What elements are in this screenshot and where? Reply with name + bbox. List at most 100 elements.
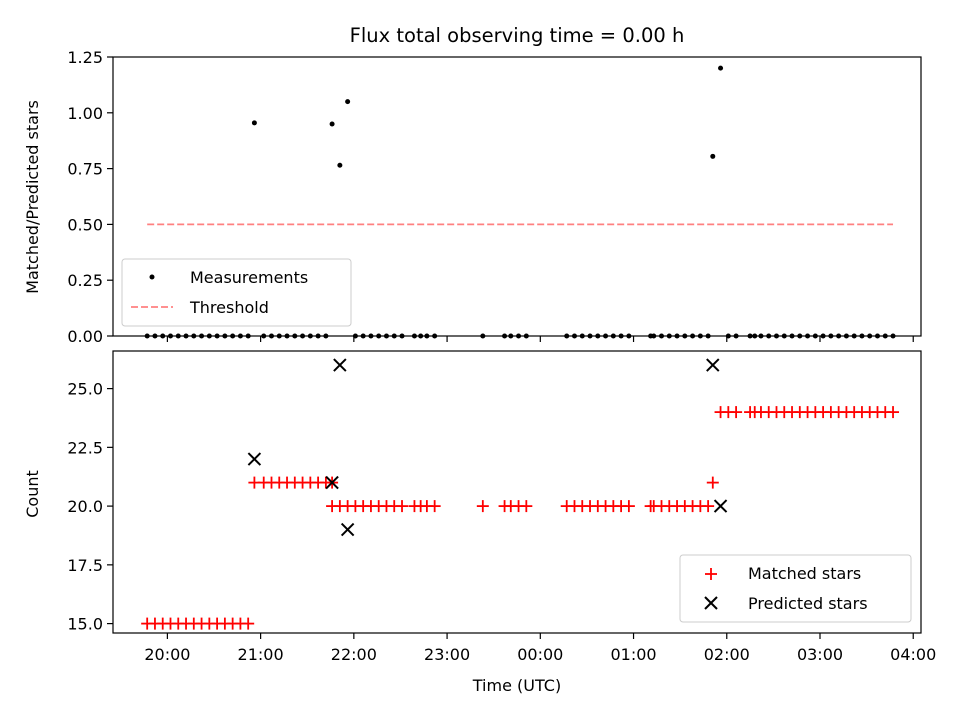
x-stroke-2 xyxy=(706,358,720,372)
x-tick-label: 02:00 xyxy=(704,645,750,664)
legend-measurements-marker xyxy=(149,274,155,280)
measurement-point xyxy=(307,333,313,339)
legend-threshold-label: Threshold xyxy=(189,298,269,317)
legend-matched-marker xyxy=(705,568,717,580)
measurement-point xyxy=(890,333,896,339)
top-y-ticks: 0.00 0.25 0.50 0.75 1.00 1.25 xyxy=(67,48,113,346)
measurement-point xyxy=(820,333,826,339)
measurement-point xyxy=(191,333,197,339)
top-y-tick-label: 1.00 xyxy=(67,104,103,123)
measurement-point xyxy=(603,333,609,339)
measurement-point xyxy=(733,333,739,339)
measurement-point xyxy=(399,333,405,339)
measurement-point xyxy=(214,333,220,339)
top-y-tick-label: 0.75 xyxy=(67,160,103,179)
measurement-point xyxy=(690,333,696,339)
bottom-y-ticks: 15.0 17.5 20.0 22.5 25.0 xyxy=(67,380,113,634)
measurement-point xyxy=(867,333,873,339)
measurement-point xyxy=(836,333,842,339)
measurement-point xyxy=(206,333,212,339)
measurement-point xyxy=(502,333,508,339)
measurement-point xyxy=(284,333,290,339)
top-legend-box xyxy=(121,258,352,327)
bottom-y-tick-label: 17.5 xyxy=(67,556,103,575)
measurement-point xyxy=(360,333,366,339)
measurement-point xyxy=(697,333,703,339)
bottom-y-tick-label: 22.5 xyxy=(67,438,103,457)
measurement-point xyxy=(199,333,205,339)
matched-stars-point xyxy=(428,500,441,513)
measurement-point xyxy=(323,333,329,339)
matched-stars-point xyxy=(706,476,719,489)
measurement-point xyxy=(183,333,189,339)
measurement-point xyxy=(579,333,585,339)
matched-stars-point xyxy=(242,617,255,630)
measurement-point xyxy=(300,333,306,339)
measurement-point xyxy=(268,333,274,339)
measurement-point xyxy=(651,333,657,339)
measurement-point xyxy=(337,162,343,168)
measurement-point xyxy=(411,333,417,339)
measurement-point xyxy=(618,333,624,339)
measurement-point xyxy=(292,333,298,339)
measurement-point xyxy=(766,333,772,339)
matched-stars-point xyxy=(730,406,743,419)
matched-stars-point xyxy=(622,500,635,513)
measurement-point xyxy=(758,333,764,339)
measurement-point xyxy=(859,333,865,339)
bottom-y-axis-label: Count xyxy=(23,470,42,518)
measurement-point xyxy=(276,333,282,339)
x-tick-label: 20:00 xyxy=(144,645,190,664)
top-y-tick-label: 0.50 xyxy=(67,215,103,234)
top-series xyxy=(144,65,896,339)
measurement-point xyxy=(587,333,593,339)
matched-stars-point xyxy=(520,500,533,513)
measurement-point xyxy=(882,333,888,339)
measurement-point xyxy=(251,120,257,126)
measurement-point xyxy=(352,333,358,339)
measurement-point xyxy=(674,333,680,339)
x-tick-label: 01:00 xyxy=(610,645,656,664)
measurement-point xyxy=(747,333,753,339)
measurement-point xyxy=(626,333,632,339)
measurement-point xyxy=(245,333,251,339)
top-y-tick-label: 0.25 xyxy=(67,271,103,290)
measurement-point xyxy=(167,333,173,339)
measurement-point xyxy=(773,333,779,339)
measurement-point xyxy=(432,333,438,339)
x-stroke-2 xyxy=(713,499,728,513)
predicted-stars-point xyxy=(340,522,355,537)
measurement-point xyxy=(523,333,529,339)
measurement-point xyxy=(480,333,486,339)
measurement-point xyxy=(160,333,166,339)
top-y-axis-label: Matched/Predicted stars xyxy=(23,100,42,294)
predicted-stars-point xyxy=(333,358,347,372)
matched-stars-point xyxy=(887,406,900,419)
measurement-point xyxy=(383,333,389,339)
measurement-point xyxy=(368,333,374,339)
predicted-stars-point xyxy=(706,358,720,372)
top-legend: Measurements Threshold xyxy=(121,258,352,327)
legend-matched-label: Matched stars xyxy=(748,564,861,583)
bottom-y-tick-label: 15.0 xyxy=(67,615,103,634)
measurement-point xyxy=(595,333,601,339)
measurement-point xyxy=(610,333,616,339)
x-tick-label: 22:00 xyxy=(331,645,377,664)
predicted-stars-point xyxy=(325,475,339,490)
measurement-point xyxy=(261,333,267,339)
x-tick-label: 03:00 xyxy=(797,645,843,664)
measurement-point xyxy=(175,333,181,339)
measurement-point xyxy=(666,333,672,339)
measurement-point xyxy=(418,333,424,339)
measurement-point xyxy=(710,153,716,159)
legend-measurements-label: Measurements xyxy=(190,268,308,287)
measurement-point xyxy=(571,333,577,339)
measurement-point xyxy=(725,333,731,339)
measurement-point xyxy=(828,333,834,339)
x-stroke-2 xyxy=(340,522,355,537)
top-y-tick-label: 0.00 xyxy=(67,327,103,346)
measurement-point xyxy=(843,333,849,339)
bottom-legend: Matched stars Predicted stars xyxy=(679,554,912,623)
bottom-x-ticks: 20:00 21:00 22:00 23:00 00:00 01:00 02:00 03:00… xyxy=(144,633,936,664)
